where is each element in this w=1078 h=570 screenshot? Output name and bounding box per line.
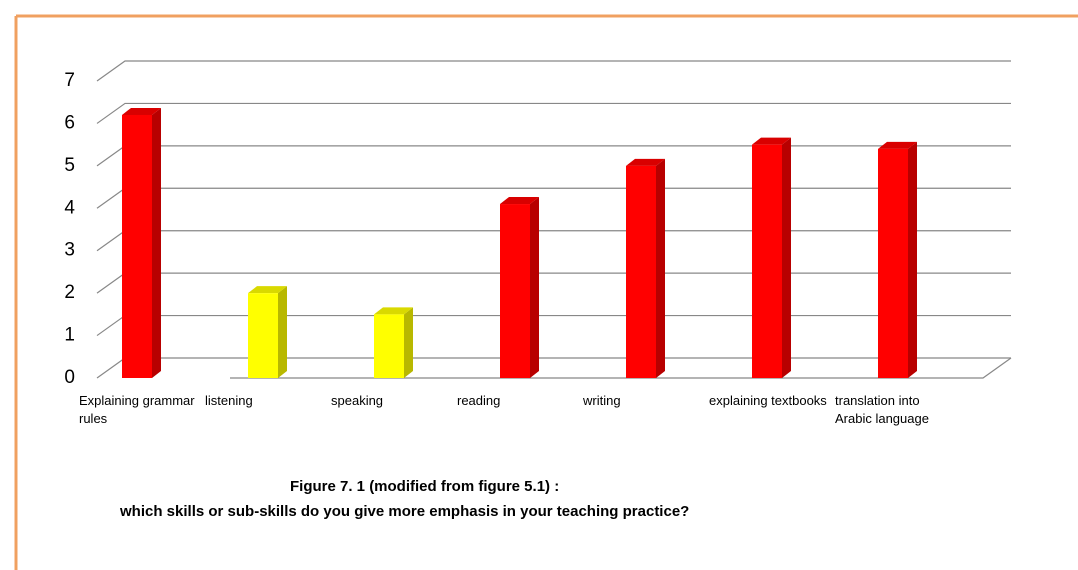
bar-top — [878, 141, 917, 149]
bar-top — [500, 197, 539, 205]
bar-side — [404, 307, 413, 378]
x-tick-label: reading — [457, 393, 501, 408]
bar-side — [278, 286, 287, 378]
bar-top — [374, 307, 413, 315]
bar-top — [122, 107, 161, 115]
bar-top — [626, 158, 665, 166]
x-tick-label: Explaining grammar rules — [79, 393, 195, 426]
y-tick-label: 6 — [64, 112, 75, 133]
bar — [626, 165, 656, 378]
bar — [500, 204, 530, 378]
y-tick-label: 4 — [64, 197, 75, 218]
grid-line — [96, 357, 1011, 379]
y-tick-label: 1 — [64, 325, 75, 346]
bar-side — [152, 107, 161, 378]
y-tick-label: 2 — [64, 282, 75, 303]
plot: 0 1 2 3 4 5 6 7 — [64, 60, 1012, 388]
chart-subtitle: which skills or sub-skills do you give m… — [120, 503, 690, 520]
bar-side — [530, 197, 539, 378]
chart-title: Figure 7. 1 (modified from figure 5.1) : — [290, 478, 560, 495]
x-tick-label: listening — [205, 393, 253, 408]
x-tick-label: speaking — [331, 393, 384, 408]
grid-line — [96, 102, 1011, 124]
bar — [248, 293, 278, 378]
grid-line — [96, 230, 1011, 252]
x-tick-label: explaining textbooks — [709, 393, 827, 408]
x-tick-label: writing — [583, 393, 621, 408]
bar-top — [752, 137, 791, 145]
bar-side — [908, 141, 917, 378]
x-tick-label: translation into Arabic language — [835, 393, 929, 426]
y-tick-label: 7 — [64, 70, 75, 91]
grid-line — [96, 187, 1011, 209]
grid-line — [96, 145, 1011, 167]
bar — [752, 144, 782, 378]
bar-side — [656, 158, 665, 378]
bar — [122, 114, 152, 378]
y-tick-label: 5 — [64, 155, 75, 176]
bar — [878, 148, 908, 378]
y-tick-label: 3 — [64, 240, 75, 261]
grid-line — [96, 272, 1011, 294]
grid-line — [96, 60, 1011, 82]
bar-top — [248, 286, 287, 294]
bar — [374, 314, 404, 378]
floor-edge — [230, 357, 1012, 379]
grid-line — [96, 314, 1011, 337]
bar-side — [782, 137, 791, 378]
y-tick-label: 0 — [64, 367, 75, 388]
